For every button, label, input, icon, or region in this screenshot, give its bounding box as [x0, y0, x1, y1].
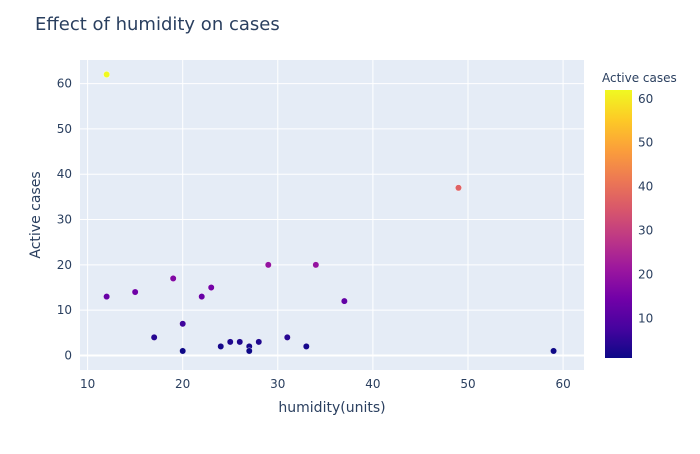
y-tick-label: 20 [57, 258, 72, 272]
colorbar-tick-label: 10 [638, 311, 653, 325]
scatter-point[interactable] [131, 288, 139, 296]
x-tick-label: 30 [270, 377, 285, 391]
chart-title: Effect of humidity on cases [35, 14, 280, 35]
plot-background [80, 60, 584, 370]
scatter-point[interactable] [255, 338, 263, 346]
x-tick-label: 60 [555, 377, 570, 391]
x-tick-label: 20 [175, 377, 190, 391]
y-axis-label: Active cases [28, 171, 44, 258]
y-tick-label: 60 [57, 77, 72, 91]
y-tick-label: 50 [57, 122, 72, 136]
scatter-point[interactable] [312, 261, 320, 269]
scatter-point[interactable] [179, 347, 187, 355]
scatter-point[interactable] [179, 320, 187, 328]
colorbar-tick-label: 40 [638, 180, 653, 194]
scatter-point[interactable] [283, 333, 291, 341]
scatter-point[interactable] [150, 333, 158, 341]
colorbar-tick-labels: 10 20 30 40 50 60 [638, 92, 653, 326]
scatter-point[interactable] [264, 261, 272, 269]
scatter-point[interactable] [550, 347, 557, 355]
x-tick-label: 40 [365, 377, 380, 391]
scatter-point[interactable] [103, 71, 111, 78]
data-points [103, 71, 557, 355]
scatter-point[interactable] [302, 343, 310, 350]
colorbar-tick-label: 50 [638, 136, 653, 150]
scatter-point[interactable] [245, 347, 253, 355]
x-tick-labels: 10 20 30 40 50 60 [80, 377, 571, 391]
y-tick-label: 0 [64, 348, 72, 362]
scatter-point[interactable] [169, 275, 177, 282]
x-tick-label: 50 [460, 377, 475, 391]
scatter-point[interactable] [207, 284, 215, 291]
scatter-point[interactable] [198, 293, 206, 300]
colorbar-tick-label: 60 [638, 92, 653, 106]
colorbar-title: Active cases [602, 71, 677, 85]
colorbar-tick-label: 30 [638, 224, 653, 238]
colorbar [605, 90, 632, 358]
y-tick-label: 10 [57, 303, 72, 317]
scatter-point[interactable] [236, 338, 244, 346]
y-tick-label: 30 [57, 213, 72, 227]
scatter-point[interactable] [217, 343, 225, 350]
scatter-point[interactable] [103, 293, 111, 300]
x-axis-label: humidity(units) [278, 400, 385, 416]
y-tick-labels: 0 10 20 30 40 50 60 [57, 77, 72, 363]
y-gridlines [80, 83, 584, 357]
y-tick-label: 40 [57, 167, 72, 181]
colorbar-tick-label: 20 [638, 268, 653, 282]
x-tick-label: 10 [80, 377, 95, 391]
scatter-point[interactable] [340, 297, 348, 305]
scatter-point[interactable] [226, 338, 234, 346]
scatter-point[interactable] [455, 184, 462, 192]
x-gridlines [87, 60, 564, 370]
